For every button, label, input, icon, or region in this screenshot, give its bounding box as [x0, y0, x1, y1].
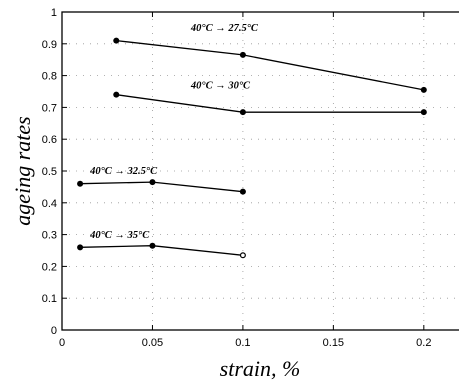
- series-line: [80, 181, 243, 193]
- y-tick-label: 0.2: [42, 261, 57, 273]
- y-tick-label: 0.4: [42, 198, 57, 210]
- data-point: [239, 51, 246, 58]
- data-point: [239, 252, 246, 259]
- x-tick-label: 0: [59, 337, 65, 349]
- x-tick-label: 0.1: [235, 337, 250, 349]
- labels-layer: strain, % ageing rates: [10, 116, 301, 381]
- series-label: 40°C → 32.5°C: [89, 166, 158, 177]
- series-label: 40°C → 35°C: [89, 230, 150, 241]
- data-point: [113, 91, 120, 98]
- data-point: [149, 242, 156, 249]
- y-tick-label: 0.3: [42, 230, 57, 242]
- x-tick-label: 0.2: [416, 337, 431, 349]
- series-4: 40°C → 35°C: [77, 230, 246, 259]
- series-3: 40°C → 32.5°C: [77, 166, 246, 195]
- y-tick-label: 0.9: [42, 39, 57, 51]
- data-point: [239, 109, 246, 116]
- y-tick-label: 0.7: [42, 102, 57, 114]
- series-2: 40°C → 30°C: [113, 80, 427, 116]
- series-line: [116, 39, 424, 91]
- series-line: [80, 245, 243, 256]
- series-layer: 40°C → 27.5°C 40°C → 30°C 40°C → 32.5°C 40°…: [77, 23, 427, 259]
- data-point: [77, 244, 84, 251]
- y-tick-label: 0.1: [42, 293, 57, 305]
- series-label: 40°C → 27.5°C: [190, 23, 259, 34]
- y-axis-label: ageing rates: [10, 116, 35, 225]
- y-tick-label: 0.6: [42, 134, 57, 146]
- x-tick-label: 0.15: [323, 337, 344, 349]
- ticks-layer: 0 0.05 0.1 0.15 0.2 0 0.1 0.2 0.3 0.4 0.5 0.6 0.7 0.8…: [42, 7, 432, 349]
- data-point: [420, 86, 427, 93]
- y-tick-label: 0: [51, 325, 57, 337]
- data-point: [149, 179, 156, 186]
- x-tick-label: 0.05: [142, 337, 163, 349]
- series-1: 40°C → 27.5°C: [113, 23, 427, 93]
- series-line: [116, 94, 424, 113]
- y-tick-label: 0.8: [42, 71, 57, 83]
- y-tick-label: 1: [51, 7, 57, 19]
- data-point: [113, 37, 120, 44]
- data-point: [77, 180, 84, 187]
- data-point: [420, 109, 427, 116]
- x-axis-label: strain, %: [220, 356, 301, 380]
- y-tick-label: 0.5: [42, 166, 57, 178]
- series-label: 40°C → 30°C: [190, 80, 251, 91]
- data-point: [239, 188, 246, 195]
